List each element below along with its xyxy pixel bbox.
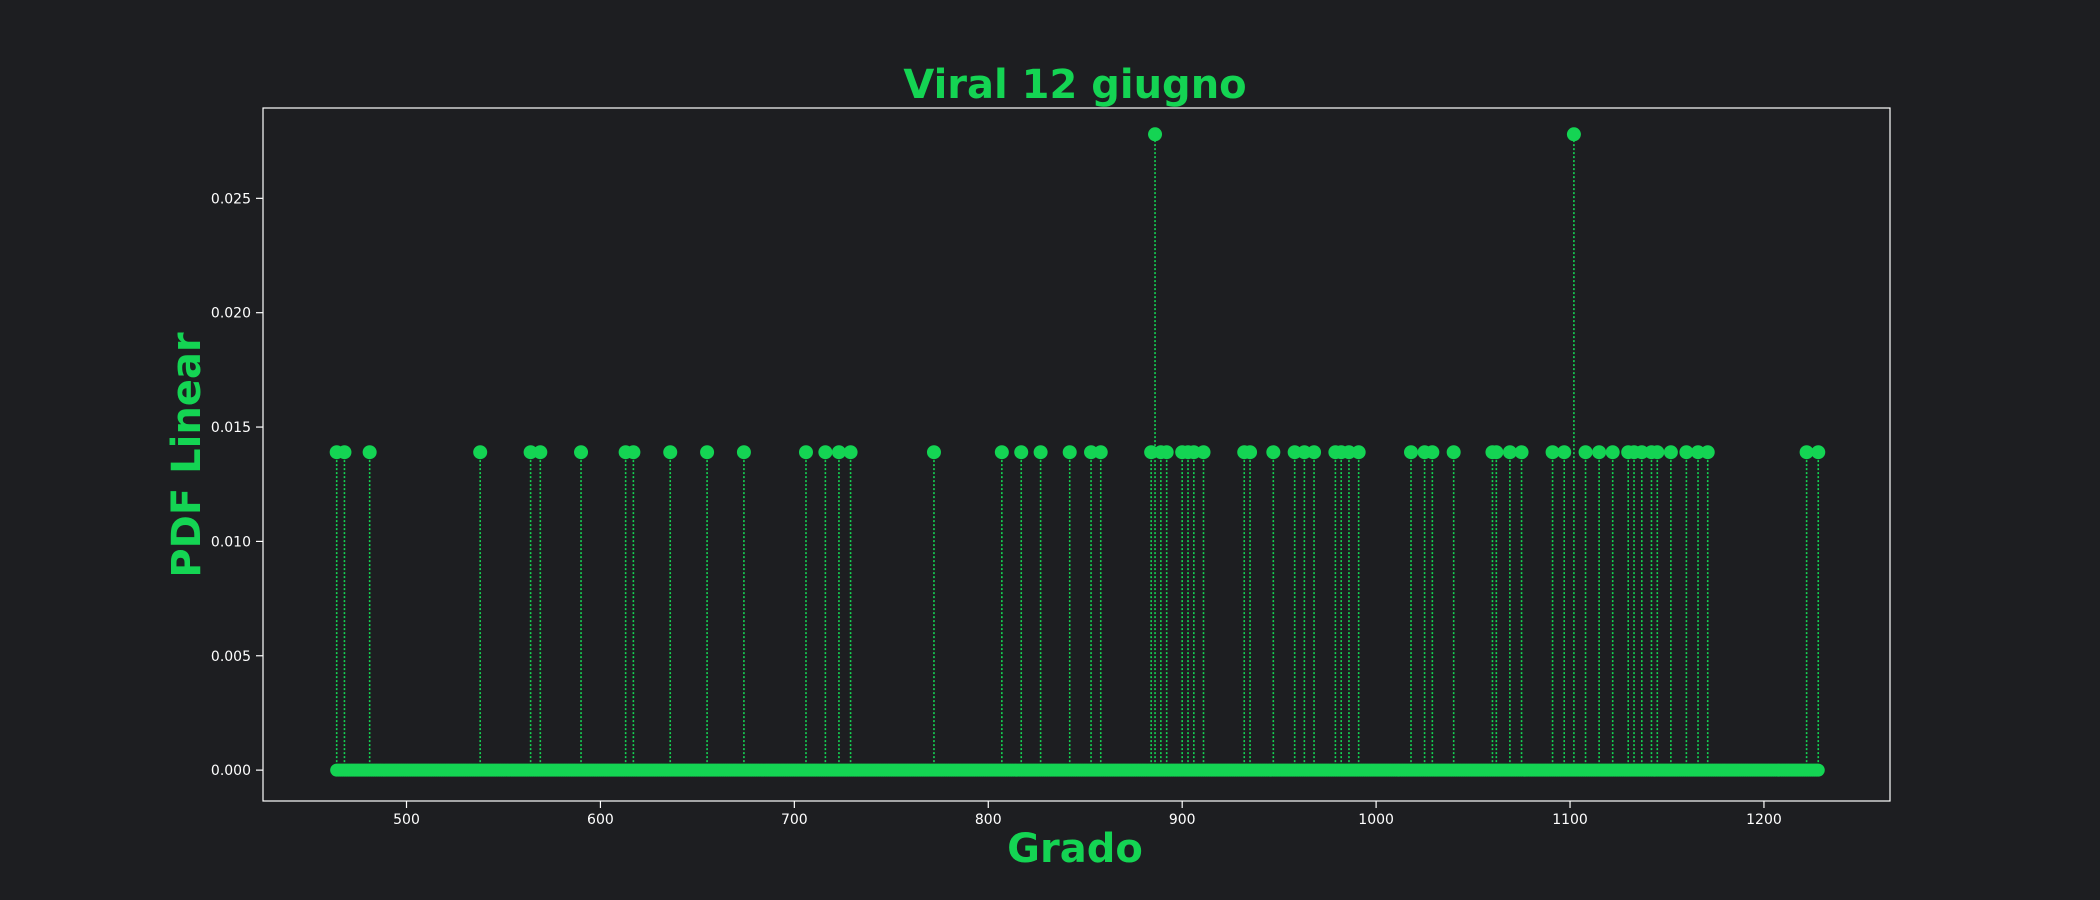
stem-marker-59 — [1650, 445, 1665, 460]
x-tick-label: 800 — [975, 812, 1002, 828]
stem-marker-53 — [1592, 445, 1607, 460]
y-tick-label: 0.000 — [211, 763, 251, 779]
stem-marker-20 — [1062, 445, 1077, 460]
stem-marker-4 — [523, 445, 538, 460]
stem-marker-41 — [1404, 445, 1419, 460]
stem-marker-48 — [1514, 445, 1529, 460]
x-ticks: 500 600 700 800 900 1000 1100 1200 — [393, 801, 1782, 828]
stem-marker-26 — [1159, 445, 1174, 460]
stem-marker-9 — [663, 445, 678, 460]
stem-marker-13 — [818, 445, 833, 460]
x-tick-label: 1200 — [1746, 812, 1782, 828]
x-tick-label: 600 — [587, 812, 614, 828]
chart-title: Viral 12 giugno — [903, 62, 1246, 108]
stem-marker-17 — [994, 445, 1009, 460]
stem-marker-18 — [1014, 445, 1029, 460]
x-tick-label: 900 — [1169, 812, 1196, 828]
stem-marker-24 — [1148, 127, 1163, 142]
stem-marker-2 — [362, 445, 377, 460]
stem-marker-43 — [1425, 445, 1440, 460]
y-tick-label: 0.010 — [211, 534, 251, 550]
stem-marker-6 — [574, 445, 589, 460]
markers-layer — [329, 127, 1826, 460]
stem-marker-44 — [1446, 445, 1461, 460]
stem-marker-51 — [1566, 127, 1581, 142]
x-tick-label: 1100 — [1552, 812, 1588, 828]
stem-marker-22 — [1093, 445, 1108, 460]
baseline-marker — [1811, 763, 1825, 777]
stem-marker-39 — [1341, 445, 1356, 460]
stem-marker-23 — [1144, 445, 1159, 460]
x-tick-label: 1000 — [1358, 812, 1394, 828]
stem-marker-52 — [1578, 445, 1593, 460]
stem-marker-64 — [1799, 445, 1814, 460]
baseline-layer — [330, 763, 1825, 777]
stem-marker-16 — [926, 445, 941, 460]
stem-marker-61 — [1679, 445, 1694, 460]
stem-marker-40 — [1351, 445, 1366, 460]
stem-marker-46 — [1489, 445, 1504, 460]
stem-marker-60 — [1663, 445, 1678, 460]
stem-marker-34 — [1287, 445, 1302, 460]
x-axis-label: Grado — [1007, 826, 1143, 872]
stem-marker-10 — [700, 445, 715, 460]
stem-marker-33 — [1266, 445, 1281, 460]
y-tick-label: 0.005 — [211, 649, 251, 665]
stem-marker-57 — [1634, 445, 1649, 460]
stem-marker-15 — [843, 445, 858, 460]
stem-marker-35 — [1297, 445, 1312, 460]
x-tick-label: 500 — [393, 812, 420, 828]
stem-marker-54 — [1605, 445, 1620, 460]
stem-marker-47 — [1502, 445, 1517, 460]
y-tick-label: 0.025 — [211, 191, 251, 207]
x-tick-label: 700 — [781, 812, 808, 828]
stem-marker-36 — [1307, 445, 1322, 460]
stem-marker-21 — [1084, 445, 1099, 460]
stem-marker-62 — [1691, 445, 1706, 460]
stems-layer — [335, 134, 1820, 771]
stem-marker-8 — [626, 445, 641, 460]
stem-marker-50 — [1557, 445, 1572, 460]
stem-marker-11 — [736, 445, 751, 460]
stem-marker-29 — [1186, 445, 1201, 460]
plot-frame — [262, 107, 1891, 802]
stem-marker-65 — [1811, 445, 1826, 460]
stem-marker-30 — [1196, 445, 1211, 460]
y-tick-label: 0.020 — [211, 306, 251, 322]
stem-marker-1 — [337, 445, 352, 460]
stem-marker-12 — [798, 445, 813, 460]
stem-marker-19 — [1033, 445, 1048, 460]
stem-marker-49 — [1545, 445, 1560, 460]
y-axis-label: PDF Linear — [164, 332, 210, 578]
stem-marker-63 — [1700, 445, 1715, 460]
stem-marker-5 — [533, 445, 548, 460]
y-ticks: 0.000 0.005 0.010 0.015 0.020 0.025 — [211, 191, 263, 779]
stem-marker-14 — [831, 445, 846, 460]
stem-marker-32 — [1243, 445, 1258, 460]
y-tick-label: 0.015 — [211, 420, 251, 436]
stem-marker-3 — [473, 445, 488, 460]
